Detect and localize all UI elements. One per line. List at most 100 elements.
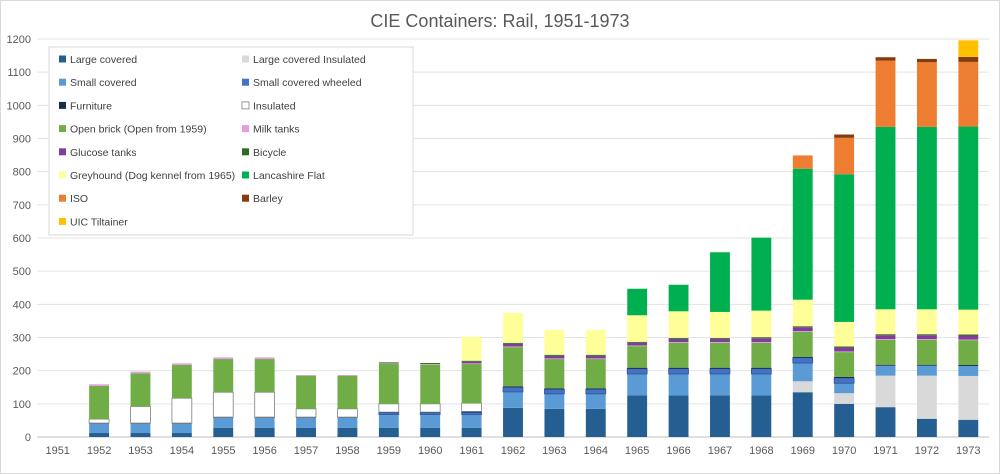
bar-segment [875, 339, 896, 365]
bar-segment [627, 373, 648, 396]
bar-segment [958, 56, 979, 62]
bar-segment [958, 340, 979, 366]
x-axis: 1951 1952 1953 1954 1955 1956 1957 1958 1959 1960… [45, 445, 980, 457]
bar-segment [834, 403, 855, 437]
bar-segment [958, 335, 979, 340]
bar-segment [751, 342, 772, 343]
bar-segment [916, 339, 937, 340]
bar-segment [627, 341, 648, 343]
bar-segment [710, 337, 730, 339]
legend-swatch [242, 148, 249, 156]
bar-segment [710, 252, 730, 312]
bar-segment [668, 368, 689, 375]
bar-segment [89, 423, 110, 434]
bar-segment [668, 338, 689, 343]
x-tick-label: 1969 [790, 445, 814, 457]
bar-segment [751, 373, 772, 396]
bar-segment [171, 363, 192, 366]
bar-segment [213, 417, 234, 428]
bar-segment [834, 347, 855, 352]
bar-segment [130, 373, 151, 407]
legend-swatch [59, 217, 66, 225]
y-tick-label: 500 [13, 266, 31, 278]
bar-segment [875, 375, 896, 408]
bar-segment [875, 365, 896, 376]
bar-segment [585, 388, 607, 395]
bar-segment [792, 363, 813, 382]
bar-segment [420, 414, 441, 428]
bar-segment [503, 346, 523, 348]
bar-segment [916, 418, 937, 437]
legend-swatch [59, 78, 66, 86]
bar-segment [544, 388, 565, 395]
bar-segment [792, 356, 813, 358]
bar-segment [544, 358, 565, 360]
x-tick-label: 1965 [625, 445, 649, 457]
bar-segment [337, 374, 358, 376]
bar-segment [502, 386, 524, 393]
bar-segment [212, 391, 234, 418]
bar-segment [378, 362, 399, 364]
bar-segment [295, 408, 317, 418]
bar-segment [254, 427, 275, 437]
bar-segment [958, 419, 979, 437]
bar-segment [875, 309, 896, 335]
legend-entry: Milk tanks [253, 124, 300, 136]
bar-segment [627, 395, 648, 437]
bar-segment [710, 342, 730, 343]
bar-segment [916, 334, 937, 336]
bar-segment [378, 364, 399, 404]
legend-entry: Greyhound (Dog kennel from 1965) [70, 170, 235, 182]
bar-segment [503, 347, 523, 387]
bar-segment [792, 327, 813, 332]
legend-entry: Large covered Insulated [253, 54, 366, 66]
bar-segment [503, 343, 523, 347]
bar-segment [254, 417, 275, 428]
legend-entry: Small covered [70, 77, 137, 89]
x-tick-label: 1960 [418, 445, 442, 457]
bar-segment [89, 433, 110, 437]
bar-segment [875, 339, 896, 340]
bar-segment [792, 357, 814, 364]
bar-segment [503, 312, 523, 343]
bar-segment [958, 375, 979, 420]
bar-segment [958, 366, 979, 376]
bar-segment [378, 414, 399, 428]
bar-segment [130, 406, 151, 424]
bar-segment [627, 346, 648, 368]
bar-segment [89, 385, 110, 420]
y-tick-label: 1100 [7, 67, 31, 79]
bar-segment [751, 368, 772, 375]
y-tick-label: 900 [13, 134, 31, 146]
bar-segment [627, 315, 648, 342]
bar-segment [751, 338, 772, 343]
bar-segment [710, 367, 730, 369]
bar-segment [958, 365, 979, 367]
y-axis: 0 100 200 300 400 500 600 700 800 900 1000 1100 1200 [7, 34, 31, 444]
bar-segment [710, 395, 730, 437]
bar-segment [378, 412, 400, 415]
bar-segment [627, 367, 648, 369]
legend-entry: Bicycle [253, 147, 286, 159]
bar-segment [958, 334, 979, 336]
bar-segment [89, 384, 110, 386]
y-tick-label: 1000 [7, 100, 31, 112]
x-tick-label: 1954 [170, 445, 194, 457]
legend-entry: Insulated [253, 100, 296, 112]
bar-segment [916, 126, 937, 310]
x-tick-label: 1967 [708, 445, 732, 457]
bar-segment [337, 417, 358, 428]
bar-segment [916, 365, 937, 376]
legend-swatch [242, 194, 249, 202]
bar-segment [585, 359, 606, 389]
bar-segment [958, 61, 979, 127]
legend-entry: Lancashire Flat [253, 170, 325, 182]
bar-segment [668, 311, 689, 338]
legend-swatch [59, 55, 66, 63]
bar-segment [834, 321, 855, 347]
x-tick-label: 1972 [915, 445, 939, 457]
bar-segment [916, 335, 937, 340]
y-tick-label: 400 [13, 299, 31, 311]
